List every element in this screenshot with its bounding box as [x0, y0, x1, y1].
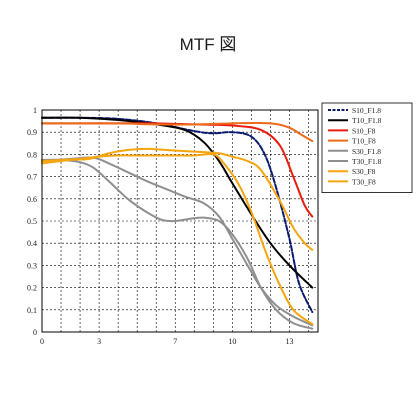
legend-box	[321, 102, 413, 193]
legend-label: S10_F1.8	[352, 106, 381, 115]
y-tick-label: 1	[33, 106, 37, 115]
legend-label: S30_F8	[352, 167, 376, 176]
series-lines	[41, 116, 314, 330]
x-tick-label: 13	[285, 337, 293, 346]
y-tick-label: 0	[33, 328, 37, 337]
y-tick-label: 0.2	[27, 284, 37, 293]
series-line-s30-f8	[41, 147, 314, 251]
y-tick-label: 0.8	[27, 150, 37, 159]
legend-label: T10_F1.8	[352, 116, 382, 125]
series-line-s30-f1-8	[41, 156, 314, 327]
series-line-s10-f8	[41, 122, 314, 218]
x-tick-label: 3	[97, 337, 101, 346]
legend-label: T10_F8	[352, 137, 376, 146]
plot-frame	[41, 109, 319, 333]
x-tick-label: 10	[228, 337, 236, 346]
y-tick-label: 0.3	[27, 261, 37, 270]
series-line-t30-f1-8	[41, 158, 314, 330]
y-tick-label: 0.6	[27, 195, 37, 204]
series-line-t30-f8	[41, 153, 314, 326]
series-line-s10-f1-8	[41, 116, 314, 314]
legend-label: T30_F1.8	[352, 157, 382, 166]
y-tick-label: 0.5	[27, 217, 37, 226]
y-tick-label: 0.1	[27, 306, 37, 315]
series-line-t10-f8	[41, 121, 314, 143]
x-axis-ticks: 0 3 7 10 13	[40, 337, 293, 346]
y-axis-ticks: 0 0.1 0.2 0.3 0.4 0.5 0.6 0.7 0.8 0.9 1	[27, 106, 37, 337]
chart-title: MTF 図	[180, 35, 237, 54]
x-tick-label: 0	[40, 337, 44, 346]
y-tick-label: 0.9	[27, 128, 37, 137]
y-tick-label: 0.4	[27, 239, 37, 248]
legend-label: S30_F1.8	[352, 147, 381, 156]
legend-label: S10_F8	[352, 126, 376, 135]
legend: S10_F1.8T10_F1.8S10_F8T10_F8S30_F1.8T30_…	[321, 102, 413, 193]
legend-label: T30_F8	[352, 177, 376, 186]
y-tick-label: 0.7	[27, 173, 37, 182]
series-line-t10-f1-8	[41, 116, 314, 289]
x-tick-label: 7	[173, 337, 177, 346]
